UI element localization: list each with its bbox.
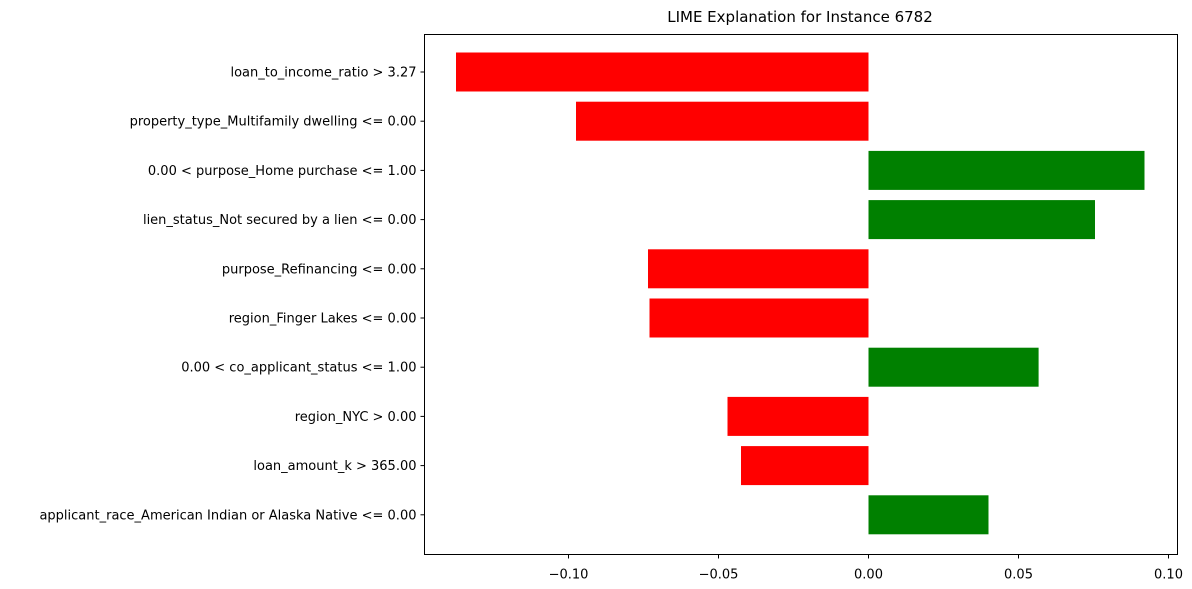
bars-group <box>456 52 1145 535</box>
y-tick-label-4: purpose_Refinancing <= 0.00 <box>222 262 417 277</box>
y-tick-label-7: region_NYC > 0.00 <box>295 410 417 425</box>
y-tick-label-0: loan_to_income_ratio > 3.27 <box>230 66 416 81</box>
bar-3 <box>868 200 1095 240</box>
x-tick-label-0: −0.10 <box>549 568 589 583</box>
bar-2 <box>868 150 1145 190</box>
x-tick-label-2: 0.00 <box>854 568 883 583</box>
bar-9 <box>868 495 989 535</box>
y-tick-label-1: property_type_Multifamily dwelling <= 0.… <box>130 115 417 130</box>
plot-frame <box>424 34 1178 555</box>
y-tick-label-8: loan_amount_k > 365.00 <box>253 459 416 474</box>
y-axis-ticks: loan_to_income_ratio > 3.27 property_type… <box>39 66 425 523</box>
x-axis-ticks: −0.10 −0.05 0.00 0.05 0.10 <box>549 554 1183 583</box>
bar-4 <box>648 249 869 289</box>
y-tick-label-5: region_Finger Lakes <= 0.00 <box>229 312 417 327</box>
y-tick-label-2: 0.00 < purpose_Home purchase <= 1.00 <box>148 164 417 179</box>
y-tick-label-6: 0.00 < co_applicant_status <= 1.00 <box>181 361 416 376</box>
y-tick-label-3: lien_status_Not secured by a lien <= 0.0… <box>143 213 417 228</box>
bar-1 <box>576 101 869 141</box>
x-tick-label-1: −0.05 <box>699 568 739 583</box>
bar-7 <box>727 396 869 436</box>
bar-8 <box>741 446 869 486</box>
bar-0 <box>456 52 869 92</box>
bar-5 <box>649 298 869 338</box>
chart-title: LIME Explanation for Instance 6782 <box>667 8 933 26</box>
y-tick-label-9: applicant_race_American Indian or Alaska… <box>39 508 416 523</box>
x-tick-label-3: 0.05 <box>1004 568 1033 583</box>
bar-6 <box>868 347 1039 387</box>
x-tick-label-4: 0.10 <box>1154 568 1183 583</box>
